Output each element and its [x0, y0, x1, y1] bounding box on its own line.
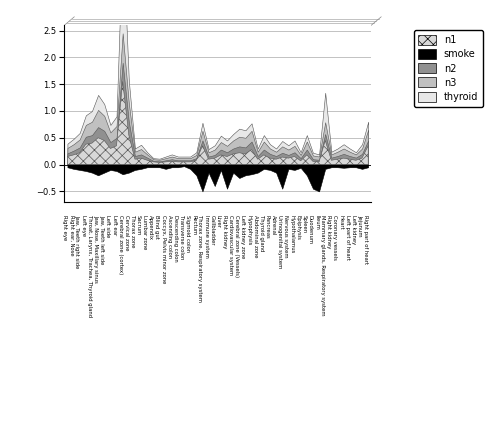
Text: Right kidney: Right kidney: [326, 215, 331, 248]
Text: Abdominal zone: Abdominal zone: [252, 215, 258, 257]
Text: Ascending colon: Ascending colon: [167, 215, 172, 258]
Text: Blind gut: Blind gut: [154, 215, 159, 239]
Text: Ileum: Ileum: [314, 215, 319, 229]
Text: Descending colon: Descending colon: [173, 215, 178, 261]
Text: Left kidney: Left kidney: [351, 215, 356, 244]
Text: Appendix: Appendix: [148, 215, 153, 240]
Text: Right part of heart: Right part of heart: [363, 215, 368, 264]
Text: Urinogenital system: Urinogenital system: [277, 215, 282, 268]
Text: Rectum: Rectum: [191, 215, 197, 235]
Text: Coronary vessels: Coronary vessels: [333, 215, 338, 260]
Text: Cervical zone: Cervical zone: [124, 215, 129, 250]
Text: Lumbar zone: Lumbar zone: [142, 215, 147, 249]
Text: Immune system: Immune system: [203, 215, 208, 258]
Text: Heart: Heart: [339, 215, 344, 229]
Text: Pancreas: Pancreas: [265, 215, 270, 238]
Text: Thyroid gland: Thyroid gland: [259, 215, 264, 251]
Text: Left side: Left side: [105, 215, 110, 237]
Text: Mammary glands, Respiratory system: Mammary glands, Respiratory system: [320, 215, 325, 315]
Text: Thorax zone, Respiratory system: Thorax zone, Respiratory system: [198, 215, 202, 301]
Text: Coccyx, Pelvis minor zone: Coccyx, Pelvis minor zone: [160, 215, 166, 283]
Text: Epiphysis: Epiphysis: [296, 215, 300, 240]
Text: Gallbladder: Gallbladder: [210, 215, 215, 245]
Text: Jaw, Teeth left side: Jaw, Teeth left side: [99, 215, 104, 264]
Text: Throat, Larynx, Trachea, Thyroid gland: Throat, Larynx, Trachea, Thyroid gland: [87, 215, 92, 317]
Text: Left eye: Left eye: [81, 215, 86, 236]
Text: Jejunum: Jejunum: [357, 215, 362, 236]
Text: Sacrum: Sacrum: [136, 215, 141, 235]
Text: Thorax zone: Thorax zone: [130, 215, 135, 247]
Text: Right kidney: Right kidney: [222, 215, 227, 248]
Text: Liver: Liver: [216, 215, 221, 228]
Text: Jaw, Nose, Maxillary sinus: Jaw, Nose, Maxillary sinus: [93, 215, 98, 282]
Text: Cardiovascular system: Cardiovascular system: [228, 215, 233, 275]
Text: Adrenal: Adrenal: [271, 215, 276, 235]
Text: Left part of heart: Left part of heart: [345, 215, 350, 260]
Text: Nervous system: Nervous system: [283, 215, 289, 257]
Text: Left ear: Left ear: [111, 215, 116, 235]
Text: Right ear, Nose: Right ear, Nose: [68, 215, 74, 255]
Text: Sigmoid colon: Sigmoid colon: [185, 215, 190, 252]
Text: Jaw, Teeth right side: Jaw, Teeth right side: [75, 215, 80, 268]
Text: Left kidney zone: Left kidney zone: [241, 215, 246, 258]
Text: Transverse colon: Transverse colon: [179, 215, 184, 259]
Legend: n1, smoke, n2, n3, thyroid: n1, smoke, n2, n3, thyroid: [414, 30, 483, 107]
Text: Cerebral zone (Vessels): Cerebral zone (Vessels): [234, 215, 239, 277]
Text: Duodenum: Duodenum: [308, 215, 313, 244]
Text: Spleen: Spleen: [302, 215, 307, 233]
Text: Hypophysis: Hypophysis: [247, 215, 251, 245]
Text: Cerebral zone (cortex): Cerebral zone (cortex): [118, 215, 123, 274]
Text: Hypothalamus: Hypothalamus: [290, 215, 295, 253]
Text: Right eye: Right eye: [62, 215, 67, 240]
